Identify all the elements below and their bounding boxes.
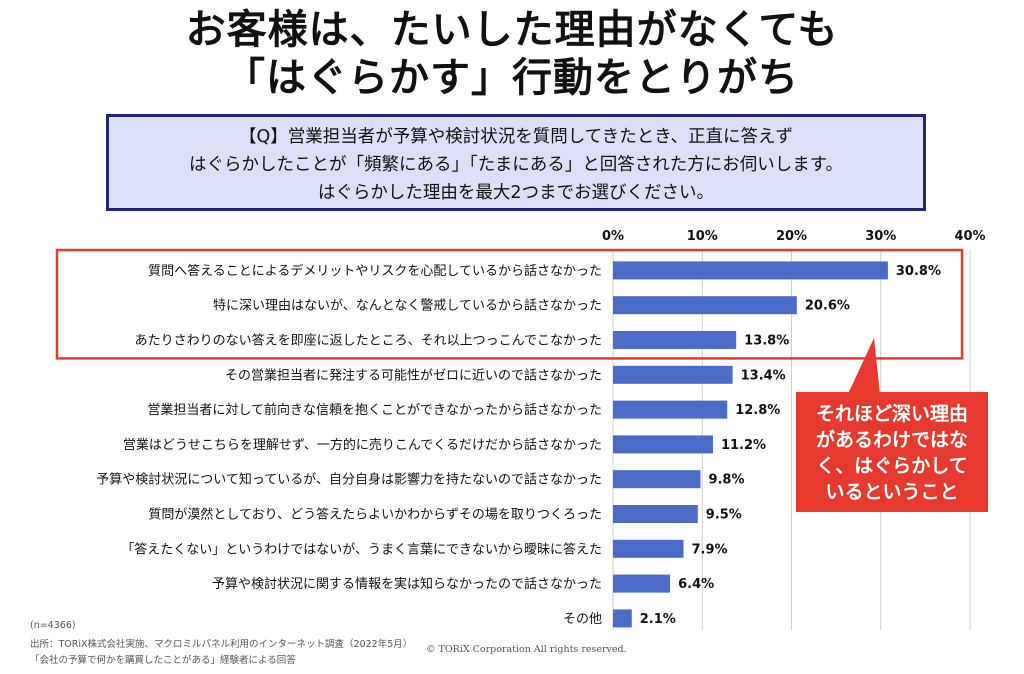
category-label: その他 [563, 612, 602, 627]
value-label: 9.8% [708, 473, 744, 488]
x-tick-label: 30% [865, 229, 896, 244]
value-label: 9.5% [706, 508, 742, 523]
category-label: 予算や検討状況について知っているが、自分自身は影響力を持たないので話さなかった [96, 472, 602, 488]
bar [613, 331, 737, 349]
category-label: 営業担当者に対して前向きな信頼を抱くことができなかったから話さなかった [147, 402, 602, 418]
copyright: © TORiX Corporation All rights reserved. [426, 644, 627, 655]
bar [613, 505, 698, 523]
value-label: 2.1% [640, 612, 676, 627]
callout-line2: があるわけではな [815, 429, 968, 451]
callout-line1: それほど深い理由 [815, 403, 968, 425]
category-label: あたりさわりのない答えを即座に返したところ、それ以上つっこんでこなかった [135, 333, 602, 349]
category-label: 予算や検討状況に関する情報を実は知らなかったので話さなかった [212, 576, 602, 592]
bar [613, 400, 728, 419]
callout-line3: く、はぐらかして [816, 455, 968, 477]
bar [613, 296, 797, 315]
x-tick-label: 10% [687, 229, 718, 244]
x-tick-label: 20% [776, 229, 807, 244]
category-label: その営業担当者に発注する可能性がゼロに近いので話さなかった [225, 367, 602, 383]
value-label: 20.6% [805, 299, 850, 314]
value-label: 7.9% [692, 542, 728, 557]
bar [613, 261, 888, 280]
sample-size-note: (n=4366) [30, 620, 76, 631]
value-label: 11.2% [721, 438, 766, 453]
callout-pointer [848, 338, 880, 394]
bar [613, 539, 684, 558]
value-label: 13.8% [744, 334, 789, 349]
callout-box: それほど深い理由 があるわけではな く、はぐらかして いるということ [796, 392, 988, 512]
bar [613, 435, 713, 454]
subject-note: 「会社の予算で何かを購買したことがある」経験者による回答 [30, 655, 296, 666]
bar [613, 574, 671, 593]
value-label: 12.8% [735, 403, 780, 418]
question-line3: はぐらかした理由を最大2つまでお選びください。 [317, 183, 715, 203]
question-box: 【Q】営業担当者が予算や検討状況を質問してきたとき、正直に答えず はぐらかしたこ… [106, 114, 926, 211]
value-label: 6.4% [678, 577, 714, 592]
question-line2: はぐらかしたことが「頻繁にある」「たまにある」と回答された方にお伺いします。 [189, 155, 843, 175]
source-note: 出所：TORiX株式会社実施、マクロミルパネル利用のインターネット調査（2022… [30, 639, 413, 650]
value-label: 30.8% [896, 264, 941, 279]
category-label: 質問が漠然としており、どう答えたらよいかわからずその場を取りつくろった [148, 507, 602, 523]
x-tick-label: 0% [602, 229, 624, 244]
page-title-line1: お客様は、たいした理由がなくても [185, 7, 839, 53]
bar [613, 470, 701, 489]
bar [613, 609, 632, 628]
question-line1: 【Q】営業担当者が予算や検討状況を質問してきたとき、正直に答えず [239, 127, 793, 147]
category-label: 質問へ答えることによるデメリットやリスクを心配しているから話さなかった [148, 263, 602, 279]
page-title-line2: 「はぐらかす」行動をとりがち [225, 55, 799, 101]
category-label: 「答えたくない」というわけではないが、うまく言葉にできないから曖昧に答えた [121, 541, 602, 557]
value-label: 13.4% [741, 368, 786, 383]
highlight-box [55, 248, 964, 360]
category-label: 営業はどうせこちらを理解せず、一方的に売りこんでくるだけだから話さなかった [123, 437, 602, 453]
x-tick-label: 40% [954, 229, 985, 244]
bar [613, 365, 733, 384]
callout-line4: いるということ [825, 481, 959, 503]
category-label: 特に深い理由はないが、なんとなく警戒しているから話さなかった [213, 298, 602, 314]
